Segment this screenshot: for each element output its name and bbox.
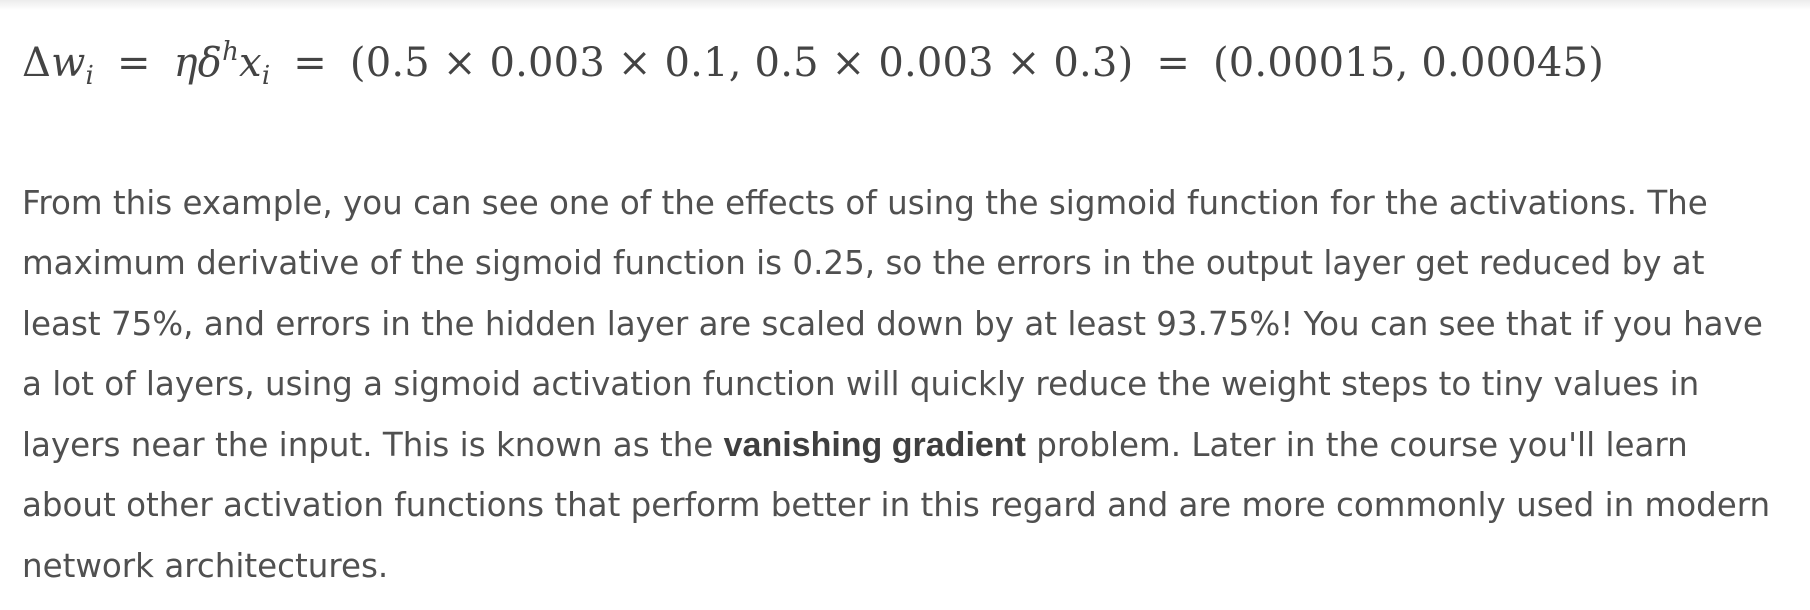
eq-equals-2: = — [293, 40, 327, 86]
eq-expression: (0.5 × 0.003 × 0.1, 0.5 × 0.003 × 0.3) — [349, 40, 1134, 86]
eq-equals-1: = — [116, 40, 151, 86]
eq-subscript-i: i — [85, 61, 95, 91]
eq-delta-small: δ — [197, 40, 223, 86]
top-shadow — [0, 0, 1810, 10]
eq-delta: Δ — [22, 40, 52, 86]
eq-superscript-h: h — [222, 37, 240, 67]
explanation-paragraph: From this example, you can see one of th… — [22, 173, 1782, 597]
paragraph-text-2: problem. Later in the course you'll lear… — [22, 425, 1771, 585]
eq-subscript-i-2: i — [261, 61, 271, 91]
eq-x: x — [239, 40, 262, 86]
eq-eta: η — [173, 40, 198, 86]
eq-w: w — [51, 40, 86, 86]
weight-step-equation: Δwi = ηδhxi = (0.5 × 0.003 × 0.1, 0.5 × … — [22, 22, 1604, 106]
vanishing-gradient-term: vanishing gradient — [723, 425, 1026, 464]
paragraph-text-1: From this example, you can see one of th… — [22, 183, 1763, 464]
eq-result: (0.00015, 0.00045) — [1212, 40, 1605, 86]
eq-equals-3: = — [1156, 40, 1191, 86]
